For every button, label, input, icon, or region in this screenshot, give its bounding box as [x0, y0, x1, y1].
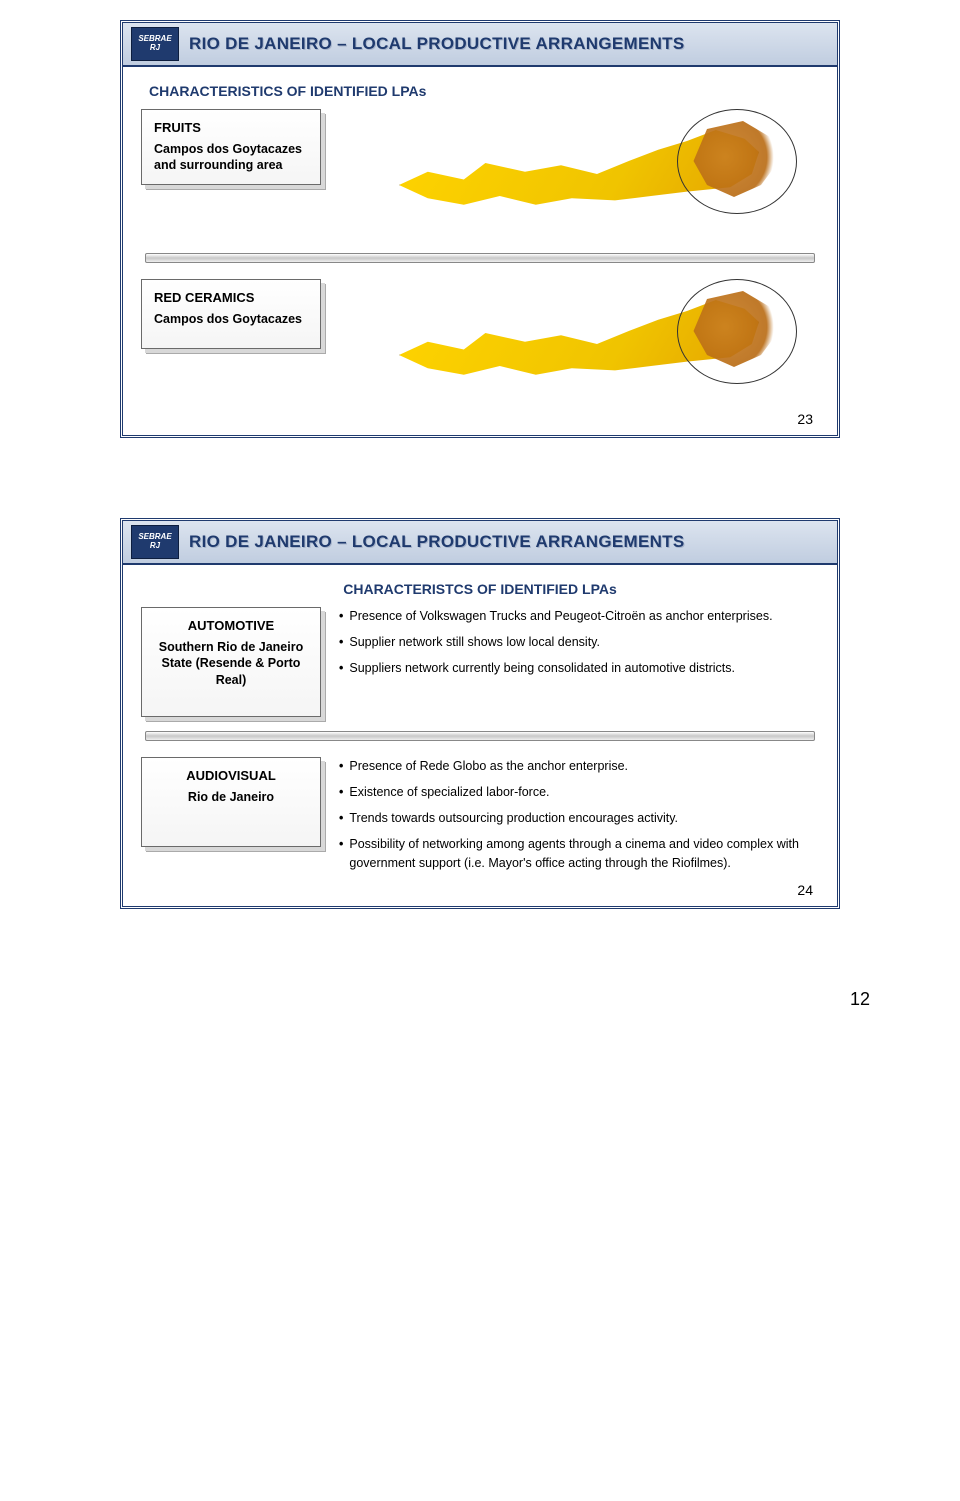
box-sub: Campos dos Goytacazes and surrounding ar… — [154, 141, 308, 174]
box-sub: Campos dos Goytacazes — [154, 311, 308, 327]
page-number: 12 — [40, 989, 920, 1010]
box-title: AUTOMOTIVE — [154, 618, 308, 633]
bullets-automotive: Presence of Volkswagen Trucks and Peugeo… — [339, 607, 819, 685]
row-fruits: FRUITS Campos dos Goytacazes and surroun… — [123, 109, 837, 239]
bullet-text: Suppliers network currently being consol… — [349, 659, 735, 677]
box-title: AUDIOVISUAL — [154, 768, 308, 783]
box-title: RED CERAMICS — [154, 290, 308, 305]
box-automotive: AUTOMOTIVE Southern Rio de Janeiro State… — [141, 607, 321, 717]
logo-text-bottom: RJ — [134, 542, 176, 551]
row-automotive: AUTOMOTIVE Southern Rio de Janeiro State… — [123, 607, 837, 717]
map-fruits — [339, 109, 819, 239]
section-title: CHARACTERISTICS OF IDENTIFIED LPAs — [149, 83, 817, 99]
slide-24: SEBRAE RJ RIO DE JANEIRO – LOCAL PRODUCT… — [120, 518, 840, 909]
section-title: CHARACTERISTCS OF IDENTIFIED LPAs — [123, 581, 837, 597]
box-sub: Southern Rio de Janeiro State (Resende &… — [154, 639, 308, 688]
divider-bar — [145, 253, 815, 263]
divider-bar — [145, 731, 815, 741]
bullet-text: Possibility of networking among agents t… — [349, 835, 819, 871]
bullet-item: Presence of Volkswagen Trucks and Peugeo… — [339, 607, 819, 625]
bullet-text: Supplier network still shows low local d… — [349, 633, 600, 651]
slide-number: 23 — [797, 411, 813, 427]
box-fruits: FRUITS Campos dos Goytacazes and surroun… — [141, 109, 321, 185]
bullet-item: Existence of specialized labor-force. — [339, 783, 819, 801]
bullets-audiovisual: Presence of Rede Globo as the anchor ent… — [339, 757, 819, 880]
bullet-text: Trends towards outsourcing production en… — [349, 809, 678, 827]
slide-number: 24 — [797, 882, 813, 898]
bullet-item: Possibility of networking among agents t… — [339, 835, 819, 871]
slide-header: SEBRAE RJ RIO DE JANEIRO – LOCAL PRODUCT… — [123, 521, 837, 565]
slide-title: RIO DE JANEIRO – LOCAL PRODUCTIVE ARRANG… — [189, 532, 685, 552]
slide-23: SEBRAE RJ RIO DE JANEIRO – LOCAL PRODUCT… — [120, 20, 840, 438]
box-title: FRUITS — [154, 120, 308, 135]
map-circle-icon — [677, 109, 797, 214]
bullet-item: Supplier network still shows low local d… — [339, 633, 819, 651]
bullet-text: Existence of specialized labor-force. — [349, 783, 549, 801]
box-audiovisual: AUDIOVISUAL Rio de Janeiro — [141, 757, 321, 847]
bullet-text: Presence of Rede Globo as the anchor ent… — [349, 757, 628, 775]
box-sub: Rio de Janeiro — [154, 789, 308, 805]
slide-title: RIO DE JANEIRO – LOCAL PRODUCTIVE ARRANG… — [189, 34, 685, 54]
slide-header: SEBRAE RJ RIO DE JANEIRO – LOCAL PRODUCT… — [123, 23, 837, 67]
logo-text-bottom: RJ — [134, 44, 176, 53]
map-circle-icon — [677, 279, 797, 384]
box-ceramics: RED CERAMICS Campos dos Goytacazes — [141, 279, 321, 349]
bullet-item: Suppliers network currently being consol… — [339, 659, 819, 677]
sebrae-logo: SEBRAE RJ — [131, 27, 179, 61]
bullet-item: Trends towards outsourcing production en… — [339, 809, 819, 827]
row-ceramics: RED CERAMICS Campos dos Goytacazes — [123, 279, 837, 409]
map-ceramics — [339, 279, 819, 409]
bullet-item: Presence of Rede Globo as the anchor ent… — [339, 757, 819, 775]
sebrae-logo: SEBRAE RJ — [131, 525, 179, 559]
bullet-text: Presence of Volkswagen Trucks and Peugeo… — [349, 607, 772, 625]
row-audiovisual: AUDIOVISUAL Rio de Janeiro Presence of R… — [123, 757, 837, 880]
